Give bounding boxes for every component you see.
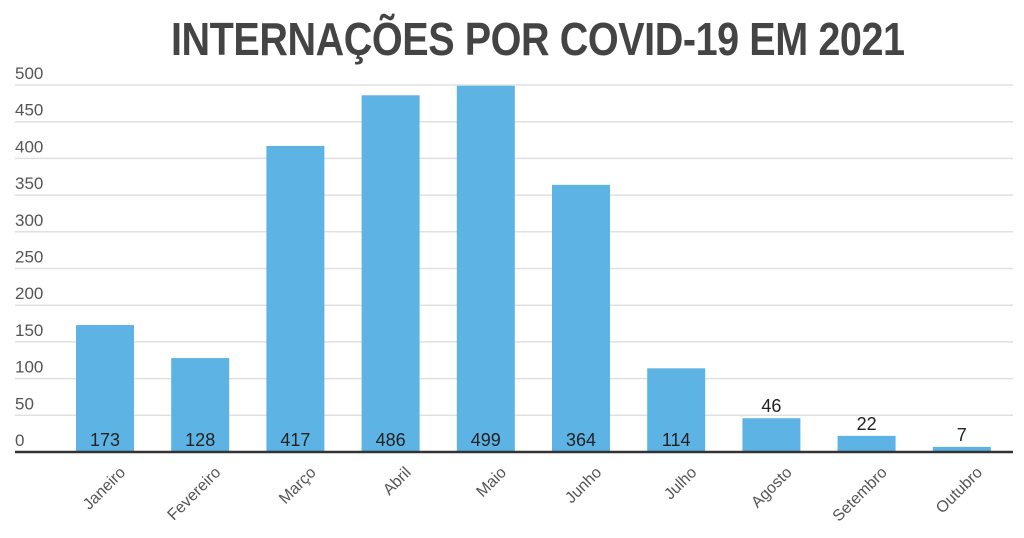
- y-tick-label: 400: [15, 137, 43, 156]
- bar-group: 364: [552, 184, 610, 452]
- bar[interactable]: [76, 325, 134, 452]
- bar-group: 22: [837, 414, 896, 452]
- y-tick-label: 50: [15, 394, 34, 413]
- y-tick-label: 150: [15, 321, 43, 340]
- bar[interactable]: [456, 85, 515, 452]
- data-label: 7: [957, 425, 967, 445]
- bar[interactable]: [266, 145, 325, 452]
- data-label: 128: [185, 430, 215, 450]
- data-label: 22: [857, 414, 877, 434]
- bar[interactable]: [932, 446, 991, 452]
- bar-group: 486: [361, 95, 420, 452]
- data-label: 114: [662, 430, 691, 450]
- data-label: 46: [761, 396, 781, 416]
- y-tick-label: 500: [15, 64, 43, 83]
- bar[interactable]: [647, 368, 706, 452]
- bars: 173 128 417 486 499 364 114 46 22 7: [76, 85, 991, 452]
- y-axis: 0 50 100 150 200 250 300 350 400 450 500: [15, 64, 43, 450]
- y-tick-label: 300: [15, 211, 43, 230]
- x-tick-label: Janeiro: [80, 464, 129, 513]
- x-tick-label: Agosto: [748, 464, 795, 511]
- y-tick-label: 250: [15, 248, 43, 267]
- y-tick-label: 0: [15, 431, 24, 450]
- x-tick-label: Março: [276, 464, 320, 508]
- bar-group: 7: [932, 425, 991, 452]
- bar[interactable]: [171, 358, 230, 452]
- data-label: 173: [90, 430, 120, 450]
- y-tick-label: 450: [15, 101, 43, 120]
- y-tick-label: 350: [15, 174, 43, 193]
- bar[interactable]: [552, 184, 610, 452]
- bar[interactable]: [742, 418, 801, 452]
- bar-group: 499: [456, 85, 515, 452]
- bar-group: 417: [266, 145, 325, 452]
- data-label: 417: [280, 430, 310, 450]
- y-tick-label: 200: [15, 284, 43, 303]
- x-tick-label: Outubro: [933, 464, 986, 517]
- bar-group: 128: [171, 358, 230, 452]
- chart-title: INTERNAÇÕES POR COVID-19 EM 2021: [170, 13, 905, 65]
- x-tick-label: Julho: [661, 464, 700, 503]
- x-tick-label: Fevereiro: [165, 464, 225, 524]
- x-tick-label: Setembro: [830, 464, 891, 525]
- bar-group: 46: [742, 396, 801, 452]
- bar[interactable]: [837, 435, 896, 452]
- x-tick-label: Abril: [380, 464, 415, 499]
- x-tick-label: Maio: [473, 464, 510, 501]
- x-tick-label: Junho: [562, 464, 605, 507]
- bar[interactable]: [361, 95, 420, 452]
- data-label: 499: [471, 430, 501, 450]
- bar-group: 173: [76, 325, 134, 452]
- y-tick-label: 100: [15, 358, 43, 377]
- data-label: 486: [376, 430, 406, 450]
- bar-group: 114: [647, 368, 706, 452]
- x-axis: Janeiro Fevereiro Março Abril Maio Junho Julho…: [80, 464, 986, 525]
- data-label: 364: [566, 430, 596, 450]
